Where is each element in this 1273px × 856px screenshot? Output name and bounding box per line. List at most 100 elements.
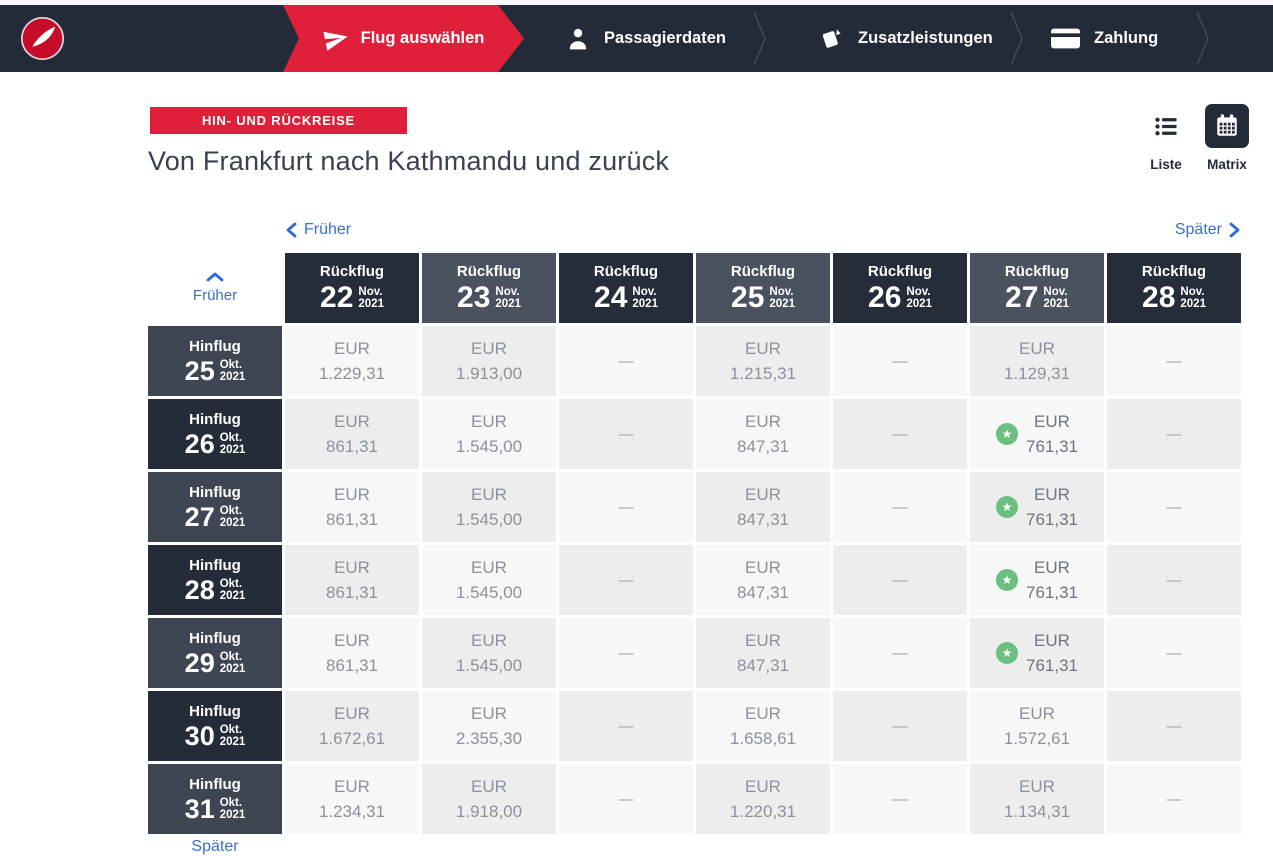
price-text: EUR 861,31 bbox=[326, 409, 378, 459]
currency-label: EUR bbox=[745, 412, 781, 431]
price-cell[interactable]: EUR 847,31 bbox=[696, 472, 830, 542]
page-title: Von Frankfurt nach Kathmandu und zurück bbox=[148, 146, 670, 176]
price-text: EUR 1.545,00 bbox=[456, 482, 522, 532]
price-cell[interactable]: EUR 1.545,00 bbox=[422, 472, 556, 542]
step-extras[interactable]: Zusatzleistungen bbox=[818, 5, 993, 72]
price-text: EUR 1.229,31 bbox=[319, 336, 385, 386]
price-cell[interactable]: EUR 847,31 bbox=[696, 545, 830, 615]
price-cell[interactable]: EUR 861,31 bbox=[285, 472, 419, 542]
price-cell[interactable]: EUR 847,31 bbox=[696, 618, 830, 688]
matrix-view-label: Matrix bbox=[1207, 157, 1247, 172]
price-cell[interactable]: EUR 1.672,61 bbox=[285, 691, 419, 761]
price-cell[interactable]: EUR 1.572,61 bbox=[970, 691, 1104, 761]
price-value: 847,31 bbox=[737, 437, 789, 456]
price-cell[interactable]: EUR 1.545,00 bbox=[422, 618, 556, 688]
header-day: 27 bbox=[1005, 281, 1039, 314]
step-flight-select[interactable]: Flug auswählen bbox=[283, 5, 524, 72]
plane-icon bbox=[320, 23, 351, 54]
step-payment[interactable]: Zahlung bbox=[1050, 5, 1158, 72]
later-dates-link[interactable]: Später bbox=[1175, 221, 1241, 239]
header-month: Okt. bbox=[219, 432, 243, 444]
currency-label: EUR bbox=[1034, 558, 1070, 577]
header-year: 2021 bbox=[495, 298, 521, 310]
later-rows-control[interactable]: Später bbox=[191, 838, 239, 855]
price-cell[interactable]: EUR 1.215,31 bbox=[696, 326, 830, 396]
empty-cell: — bbox=[559, 545, 693, 615]
price-cell[interactable]: EUR 1.545,00 bbox=[422, 545, 556, 615]
price-cell[interactable]: ★ EUR 761,31 bbox=[970, 545, 1104, 615]
departure-date-header: Hinflug 27 Okt. 2021 bbox=[148, 472, 282, 542]
list-view-label: Liste bbox=[1150, 157, 1182, 172]
price-cell[interactable]: ★ EUR 761,31 bbox=[970, 618, 1104, 688]
price-text: EUR 1.545,00 bbox=[456, 555, 522, 605]
price-value: 761,31 bbox=[1026, 656, 1078, 675]
price-cell[interactable]: EUR 847,31 bbox=[696, 399, 830, 469]
price-value: 2.355,30 bbox=[455, 729, 523, 748]
currency-label: EUR bbox=[334, 777, 370, 796]
header-prefix-label: Rückflug bbox=[1141, 263, 1207, 280]
currency-label: EUR bbox=[471, 558, 507, 577]
price-value: 861,31 bbox=[326, 437, 378, 456]
price-cell[interactable]: EUR 1.913,00 bbox=[422, 326, 556, 396]
earlier-dates-label: Früher bbox=[304, 221, 352, 238]
price-text: EUR 1.134,31 bbox=[1004, 774, 1070, 824]
header-prefix-label: Rückflug bbox=[730, 263, 796, 280]
header-date: 27 Nov. 2021 bbox=[1005, 283, 1069, 313]
later-dates-label: Später bbox=[1174, 221, 1222, 238]
empty-cell: — bbox=[1107, 472, 1241, 542]
price-text: EUR 1.545,00 bbox=[456, 409, 522, 459]
currency-label: EUR bbox=[334, 631, 370, 650]
price-cell[interactable]: EUR 861,31 bbox=[285, 399, 419, 469]
header-month-year: Nov. 2021 bbox=[906, 286, 932, 310]
price-value: 1.545,00 bbox=[455, 656, 523, 675]
price-value: 847,31 bbox=[737, 656, 789, 675]
no-flight-dash: — bbox=[618, 425, 634, 443]
empty-cell: — bbox=[1107, 618, 1241, 688]
matrix-view-button[interactable] bbox=[1205, 104, 1249, 148]
earlier-dates-link[interactable]: Früher bbox=[285, 221, 351, 239]
header-month: Okt. bbox=[219, 797, 243, 809]
price-cell[interactable]: EUR 2.355,30 bbox=[422, 691, 556, 761]
price-cell[interactable]: EUR 861,31 bbox=[285, 545, 419, 615]
price-cell[interactable]: EUR 1.545,00 bbox=[422, 399, 556, 469]
no-flight-dash: — bbox=[618, 717, 634, 735]
price-cell-content: EUR 861,31 bbox=[326, 482, 378, 532]
currency-label: EUR bbox=[471, 631, 507, 650]
empty-cell: — bbox=[833, 326, 967, 396]
header-prefix-label: Rückflug bbox=[456, 263, 522, 280]
price-cell[interactable]: ★ EUR 761,31 bbox=[970, 472, 1104, 542]
return-date-header: Rückflug 27 Nov. 2021 bbox=[970, 253, 1104, 323]
view-toggle-list[interactable]: Liste bbox=[1144, 104, 1188, 172]
list-view-button[interactable] bbox=[1144, 104, 1188, 148]
earlier-rows-control[interactable]: Früher bbox=[148, 253, 282, 323]
no-flight-dash: — bbox=[618, 498, 634, 516]
price-cell[interactable]: EUR 1.918,00 bbox=[422, 764, 556, 834]
price-cell[interactable]: ★ EUR 761,31 bbox=[970, 399, 1104, 469]
price-cell[interactable]: EUR 861,31 bbox=[285, 618, 419, 688]
price-cell[interactable]: EUR 1.220,31 bbox=[696, 764, 830, 834]
step-separator-icon bbox=[1010, 11, 1023, 66]
price-cell[interactable]: EUR 1.229,31 bbox=[285, 326, 419, 396]
header-prefix-label: Hinflug bbox=[189, 556, 241, 574]
turkish-airlines-logo[interactable] bbox=[20, 16, 65, 61]
price-cell[interactable]: EUR 1.134,31 bbox=[970, 764, 1104, 834]
header-date: 29 Okt. 2021 bbox=[185, 649, 246, 677]
price-text: EUR 1.918,00 bbox=[456, 774, 522, 824]
step-passenger-data[interactable]: Passagierdaten bbox=[565, 5, 726, 72]
price-cell-content: EUR 847,31 bbox=[737, 628, 789, 678]
price-cell[interactable]: EUR 1.234,31 bbox=[285, 764, 419, 834]
price-matrix: Früher Rückflug 22 Nov. 2021 Rückflug 23 Nov. 2… bbox=[148, 253, 1241, 834]
price-cell[interactable]: EUR 1.129,31 bbox=[970, 326, 1104, 396]
price-text: EUR 847,31 bbox=[737, 555, 789, 605]
no-flight-dash: — bbox=[1166, 790, 1182, 808]
header-day: 26 bbox=[184, 428, 215, 459]
header-day: 30 bbox=[184, 720, 215, 751]
header-day: 22 bbox=[320, 281, 354, 314]
no-flight-dash: — bbox=[618, 790, 634, 808]
return-date-header: Rückflug 24 Nov. 2021 bbox=[559, 253, 693, 323]
view-toggle-matrix[interactable]: Matrix bbox=[1205, 104, 1249, 172]
header-day: 28 bbox=[184, 574, 215, 605]
currency-label: EUR bbox=[471, 485, 507, 504]
price-cell[interactable]: EUR 1.658,61 bbox=[696, 691, 830, 761]
header-prefix-label: Hinflug bbox=[189, 629, 241, 647]
